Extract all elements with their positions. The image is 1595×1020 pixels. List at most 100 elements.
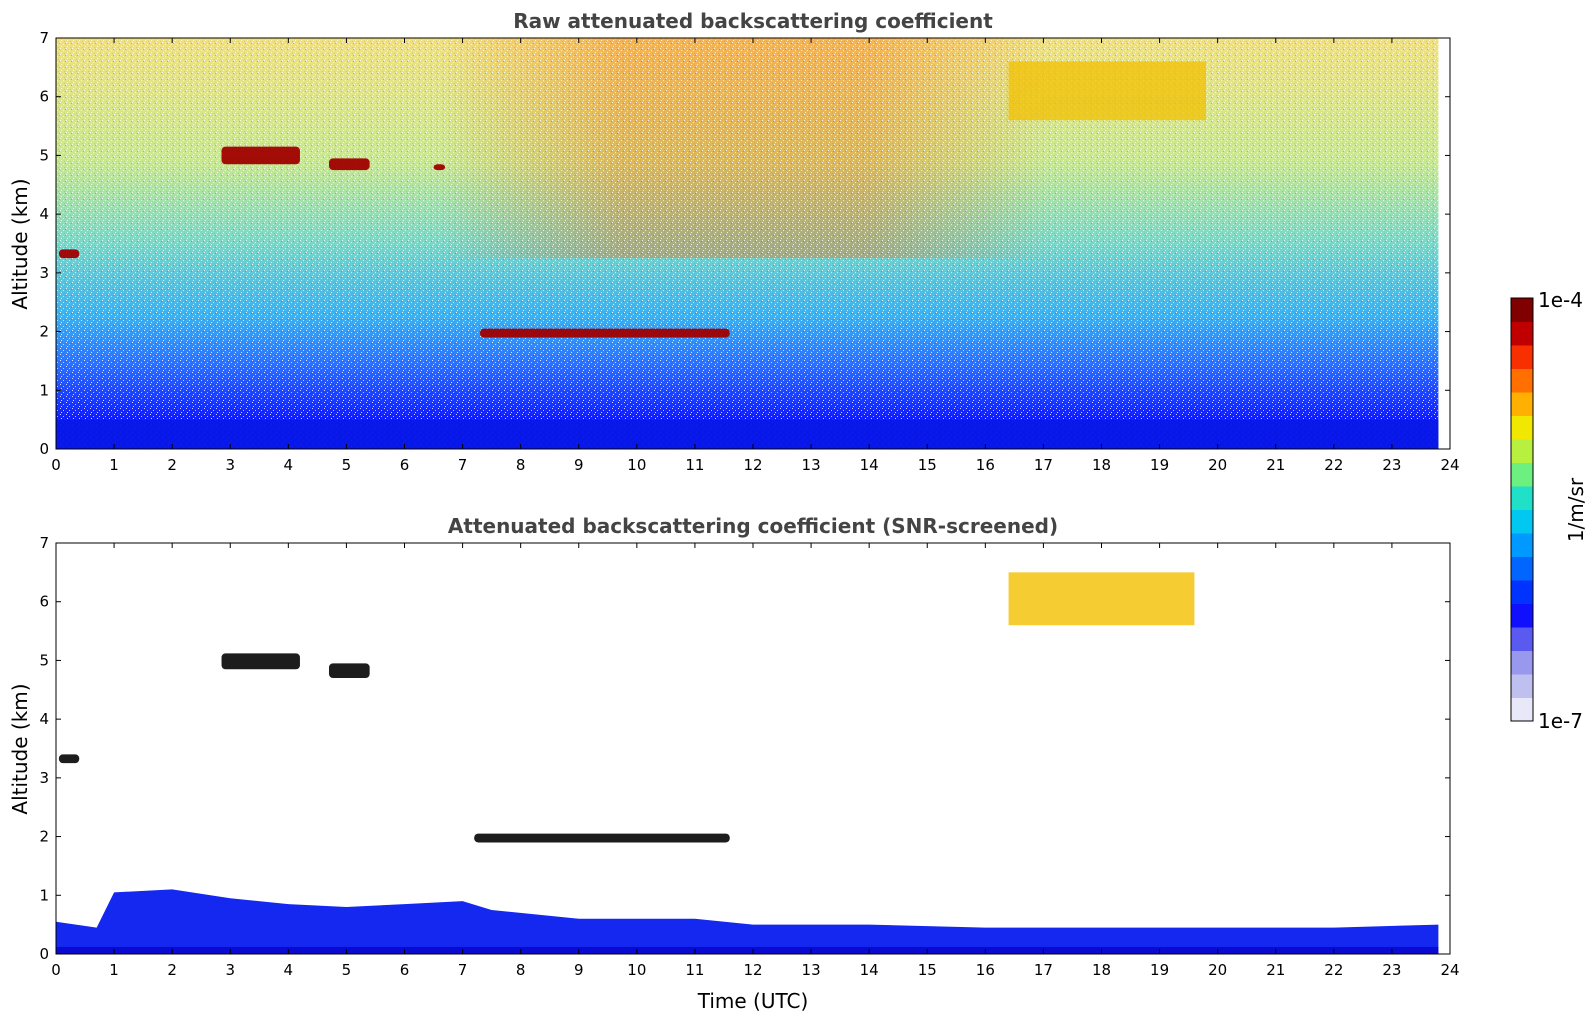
x-tick-label: 14	[860, 961, 879, 979]
x-tick-label: 11	[685, 456, 704, 474]
x-tick-label: 12	[743, 961, 762, 979]
x-tick-label: 20	[1208, 456, 1227, 474]
colorbar-label: 1/m/sr	[1564, 477, 1588, 542]
colorbar-frame	[1510, 297, 1534, 722]
x-tick-label: 11	[685, 961, 704, 979]
x-tick-label: 0	[51, 456, 61, 474]
colorbar-max-label: 1e-4	[1538, 288, 1583, 312]
colorbar-scale	[1511, 298, 1533, 722]
x-tick-label: 20	[1208, 961, 1227, 979]
y-tick-label: 1	[39, 886, 49, 904]
x-tick-label: 7	[458, 961, 468, 979]
x-tick-label: 14	[860, 456, 879, 474]
x-tick-label: 2	[167, 456, 177, 474]
x-tick-label: 3	[225, 961, 235, 979]
y-axis-label: Altitude (km)	[8, 683, 32, 814]
noise-speckle	[56, 38, 1443, 449]
panel-screened: Attenuated backscattering coefficient (S…	[8, 514, 1460, 1013]
boundary-layer	[56, 419, 1439, 449]
panel-title: Attenuated backscattering coefficient (S…	[448, 514, 1058, 538]
x-tick-label: 21	[1266, 456, 1285, 474]
colorbar-step	[1511, 533, 1533, 557]
no-data-region	[1438, 38, 1450, 449]
cloud	[221, 653, 300, 670]
colorbar-step	[1511, 298, 1533, 322]
x-tick-label: 9	[574, 961, 584, 979]
x-tick-label: 3	[225, 456, 235, 474]
x-tick-label: 6	[400, 961, 410, 979]
y-tick-label: 2	[39, 828, 49, 846]
x-tick-label: 23	[1382, 456, 1401, 474]
colorbar-step	[1511, 627, 1533, 651]
colorbar-step	[1511, 345, 1533, 369]
x-tick-label: 18	[1092, 961, 1111, 979]
x-tick-label: 10	[627, 456, 646, 474]
x-tick-label: 9	[574, 456, 584, 474]
y-tick-label: 0	[39, 440, 49, 458]
colorbar-step	[1511, 321, 1533, 346]
x-tick-label: 18	[1092, 456, 1111, 474]
x-tick-label: 2	[167, 961, 177, 979]
cloud	[328, 663, 370, 679]
x-tick-label: 22	[1324, 456, 1343, 474]
colorbar-step	[1511, 368, 1533, 393]
cloud	[58, 249, 80, 259]
x-tick-label: 8	[516, 456, 526, 474]
y-tick-label: 1	[39, 381, 49, 399]
x-tick-label: 7	[458, 456, 468, 474]
x-tick-label: 22	[1324, 961, 1343, 979]
colorbar-step	[1511, 580, 1533, 604]
y-tick-label: 4	[39, 205, 49, 223]
axis-ticks: 0 1 2 3 4 5 6 7 8 9 10 11 12 13 14 15 16 17 18 19 20 21 22 23 24…	[39, 534, 1459, 979]
x-tick-label: 12	[743, 456, 762, 474]
y-axis-label: Altitude (km)	[8, 178, 32, 309]
x-tick-label: 16	[976, 456, 995, 474]
x-tick-label: 15	[918, 456, 937, 474]
x-tick-label: 24	[1440, 456, 1459, 474]
y-tick-label: 3	[39, 264, 49, 282]
x-tick-label: 10	[627, 961, 646, 979]
x-axis-label: Time (UTC)	[697, 989, 809, 1013]
colorbar: 1e-4 1e-7 1/m/sr	[1510, 288, 1588, 733]
x-tick-label: 16	[976, 961, 995, 979]
x-tick-label: 5	[342, 456, 352, 474]
colorbar-step	[1511, 486, 1533, 510]
x-tick-label: 1	[109, 961, 119, 979]
x-tick-label: 8	[516, 961, 526, 979]
colorbar-step	[1511, 556, 1533, 581]
cloud	[433, 164, 446, 171]
x-tick-label: 19	[1150, 456, 1169, 474]
x-tick-label: 4	[284, 456, 294, 474]
panel-raw: Raw attenuated backscattering coefficien…	[8, 9, 1460, 474]
y-tick-label: 3	[39, 769, 49, 787]
x-tick-label: 23	[1382, 961, 1401, 979]
colorbar-step	[1511, 697, 1533, 722]
x-tick-label: 4	[284, 961, 294, 979]
x-tick-label: 17	[1034, 961, 1053, 979]
y-tick-label: 5	[39, 146, 49, 164]
axis-ticks: 0 1 2 3 4 5 6 7 8 9 10 11 12 13 14 15 16 17 18 19 20 21 22 23 24…	[39, 29, 1459, 474]
aerosol-layer	[1008, 61, 1207, 121]
y-tick-label: 6	[39, 593, 49, 611]
colorbar-step	[1511, 415, 1533, 440]
feature-layer	[58, 61, 1207, 338]
cloud	[474, 833, 730, 843]
y-tick-label: 4	[39, 710, 49, 728]
y-tick-label: 2	[39, 323, 49, 341]
cloud	[480, 328, 730, 338]
heatmap-field	[56, 38, 1450, 449]
colorbar-step	[1511, 392, 1533, 416]
colorbar-min-label: 1e-7	[1538, 709, 1583, 733]
colorbar-step	[1511, 650, 1533, 675]
feature-layer	[58, 572, 1195, 843]
x-tick-label: 6	[400, 456, 410, 474]
y-tick-label: 0	[39, 945, 49, 963]
x-tick-label: 19	[1150, 961, 1169, 979]
colorbar-step	[1511, 603, 1533, 628]
colorbar-step	[1511, 509, 1533, 534]
x-tick-label: 15	[918, 961, 937, 979]
x-tick-label: 21	[1266, 961, 1285, 979]
boundary-layer	[56, 889, 1439, 954]
y-tick-label: 6	[39, 88, 49, 106]
x-tick-label: 13	[802, 456, 821, 474]
